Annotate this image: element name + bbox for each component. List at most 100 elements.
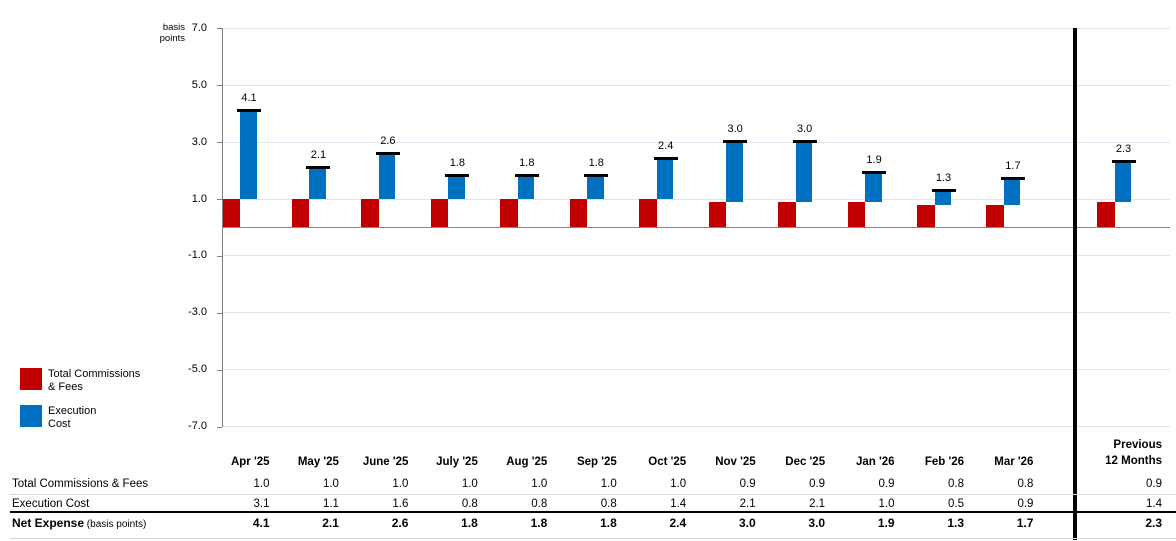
execution-row-label: Execution Cost bbox=[12, 498, 90, 510]
execution-bar bbox=[795, 142, 813, 202]
zero-axis-line bbox=[222, 226, 1170, 229]
net-total-label: 3.0 bbox=[727, 123, 743, 136]
net-total-cap bbox=[931, 188, 956, 192]
execution-cell: 0.9 bbox=[1017, 498, 1034, 510]
commissions-bar bbox=[1097, 201, 1115, 228]
net-total-label: 3.0 bbox=[796, 123, 813, 136]
net-total-cap bbox=[306, 165, 331, 169]
net-total-cap bbox=[792, 140, 817, 144]
commissions-bar bbox=[847, 201, 866, 228]
net-expense-cell: 1.7 bbox=[1016, 516, 1034, 530]
net-total-label: 2.4 bbox=[658, 140, 674, 153]
net-total-label: 2.1 bbox=[310, 148, 327, 161]
y-axis-tick-label: 3.0 bbox=[191, 135, 207, 148]
net-expense-label-sub: (basis points) bbox=[84, 519, 147, 530]
table-col-header: June '25 bbox=[362, 456, 409, 468]
table-col-header: Oct '25 bbox=[648, 456, 687, 468]
execution-cell: 0.8 bbox=[461, 498, 478, 510]
net-total-cap bbox=[584, 174, 609, 178]
commissions-cell: 0.8 bbox=[948, 478, 964, 490]
y-axis-unit-line1: basis bbox=[162, 22, 185, 33]
gridline bbox=[222, 27, 1170, 29]
net-expense-cell: 1.8 bbox=[530, 516, 548, 530]
y-axis-tick-label: -7.0 bbox=[188, 420, 207, 433]
commissions-bar bbox=[917, 204, 935, 228]
table-col-header: Nov '25 bbox=[715, 456, 756, 468]
y-axis-tick-label: -5.0 bbox=[188, 363, 207, 376]
gridline bbox=[222, 369, 1170, 371]
net-total-cap bbox=[723, 140, 748, 144]
table-col-header: July '25 bbox=[436, 456, 478, 468]
net-total-cap bbox=[375, 151, 400, 155]
table-col-header: Dec '25 bbox=[785, 456, 826, 468]
net-expense-cell: 1.3 bbox=[947, 516, 964, 530]
execution-bar bbox=[448, 176, 465, 200]
execution-bar bbox=[1003, 179, 1021, 205]
commissions-cell: 0.9 bbox=[1146, 478, 1162, 490]
gridline bbox=[222, 198, 1170, 200]
net-total-cap bbox=[445, 174, 470, 178]
net-total-label: 1.9 bbox=[866, 154, 882, 167]
execution-bar bbox=[240, 110, 257, 200]
y-axis-tick-label: 5.0 bbox=[191, 78, 207, 91]
gridline bbox=[222, 141, 1170, 143]
table-rule-thick bbox=[10, 510, 1176, 513]
net-total-label: 4.1 bbox=[241, 91, 257, 104]
execution-cell: 1.0 bbox=[878, 498, 895, 510]
gridline bbox=[222, 84, 1170, 86]
commissions-bar bbox=[222, 199, 240, 228]
execution-bar bbox=[865, 173, 882, 202]
net-expense-cell: 4.1 bbox=[252, 516, 270, 530]
y-axis-unit-label: basis points bbox=[120, 22, 185, 44]
table-col-header: May '25 bbox=[297, 456, 339, 468]
net-total-cap bbox=[237, 108, 261, 112]
execution-bar bbox=[656, 159, 674, 200]
net-total-label: 1.8 bbox=[449, 157, 465, 170]
commissions-row-label: Total Commissions & Fees bbox=[12, 478, 149, 490]
y-axis-tick-label: -1.0 bbox=[188, 249, 207, 262]
execution-cell: 0.8 bbox=[600, 498, 617, 510]
commissions-legend-line1: Total Commissions bbox=[48, 368, 141, 380]
commissions-bar bbox=[639, 199, 657, 228]
execution-cell: 0.8 bbox=[531, 498, 548, 510]
y-axis-tick-mark bbox=[216, 85, 222, 87]
execution-bar bbox=[378, 153, 396, 200]
net-expense-cell: 2.4 bbox=[669, 516, 687, 530]
table-col-header: Jan '26 bbox=[856, 456, 895, 468]
period-divider-line bbox=[1073, 28, 1077, 540]
net-expense-cell: 2.1 bbox=[322, 516, 339, 530]
net-total-cap bbox=[514, 174, 539, 178]
commissions-bar bbox=[430, 199, 449, 228]
net-expense-cell: 3.0 bbox=[738, 516, 756, 530]
legend-item-execution: Execution Cost bbox=[20, 405, 96, 430]
commissions-bar bbox=[291, 199, 310, 228]
y-axis-tick-mark bbox=[216, 28, 222, 30]
execution-bar bbox=[517, 176, 535, 200]
table-col-header: Apr '25 bbox=[230, 456, 270, 468]
table-col-header: Mar '26 bbox=[994, 456, 1034, 468]
table-rule-thin-bottom bbox=[10, 537, 1176, 539]
net-total-cap bbox=[653, 157, 678, 161]
y-axis-tick-label: 1.0 bbox=[191, 192, 207, 205]
net-total-cap bbox=[862, 171, 887, 175]
execution-bar bbox=[726, 142, 743, 202]
execution-cell: 2.1 bbox=[739, 498, 756, 510]
commissions-cell: 1.0 bbox=[461, 478, 478, 490]
y-axis-tick-mark bbox=[216, 426, 222, 428]
execution-bar bbox=[309, 167, 326, 200]
y-axis-tick-label: 7.0 bbox=[191, 21, 207, 34]
net-total-label: 1.8 bbox=[519, 157, 535, 170]
execution-legend-line2: Cost bbox=[48, 417, 71, 430]
commissions-cell: 1.0 bbox=[531, 478, 548, 490]
execution-cell: 1.4 bbox=[1146, 498, 1162, 510]
execution-legend-line1: Execution bbox=[48, 405, 97, 417]
commissions-cell: 1.0 bbox=[392, 478, 409, 490]
y-axis-tick-mark bbox=[216, 199, 222, 201]
execution-cell: 1.4 bbox=[670, 498, 687, 510]
execution-cell: 1.6 bbox=[392, 498, 409, 510]
commissions-legend-line2: & Fees bbox=[48, 380, 83, 393]
net-expense-label-main: Net Expense bbox=[12, 516, 85, 530]
net-expense-cell: 2.3 bbox=[1145, 516, 1162, 530]
